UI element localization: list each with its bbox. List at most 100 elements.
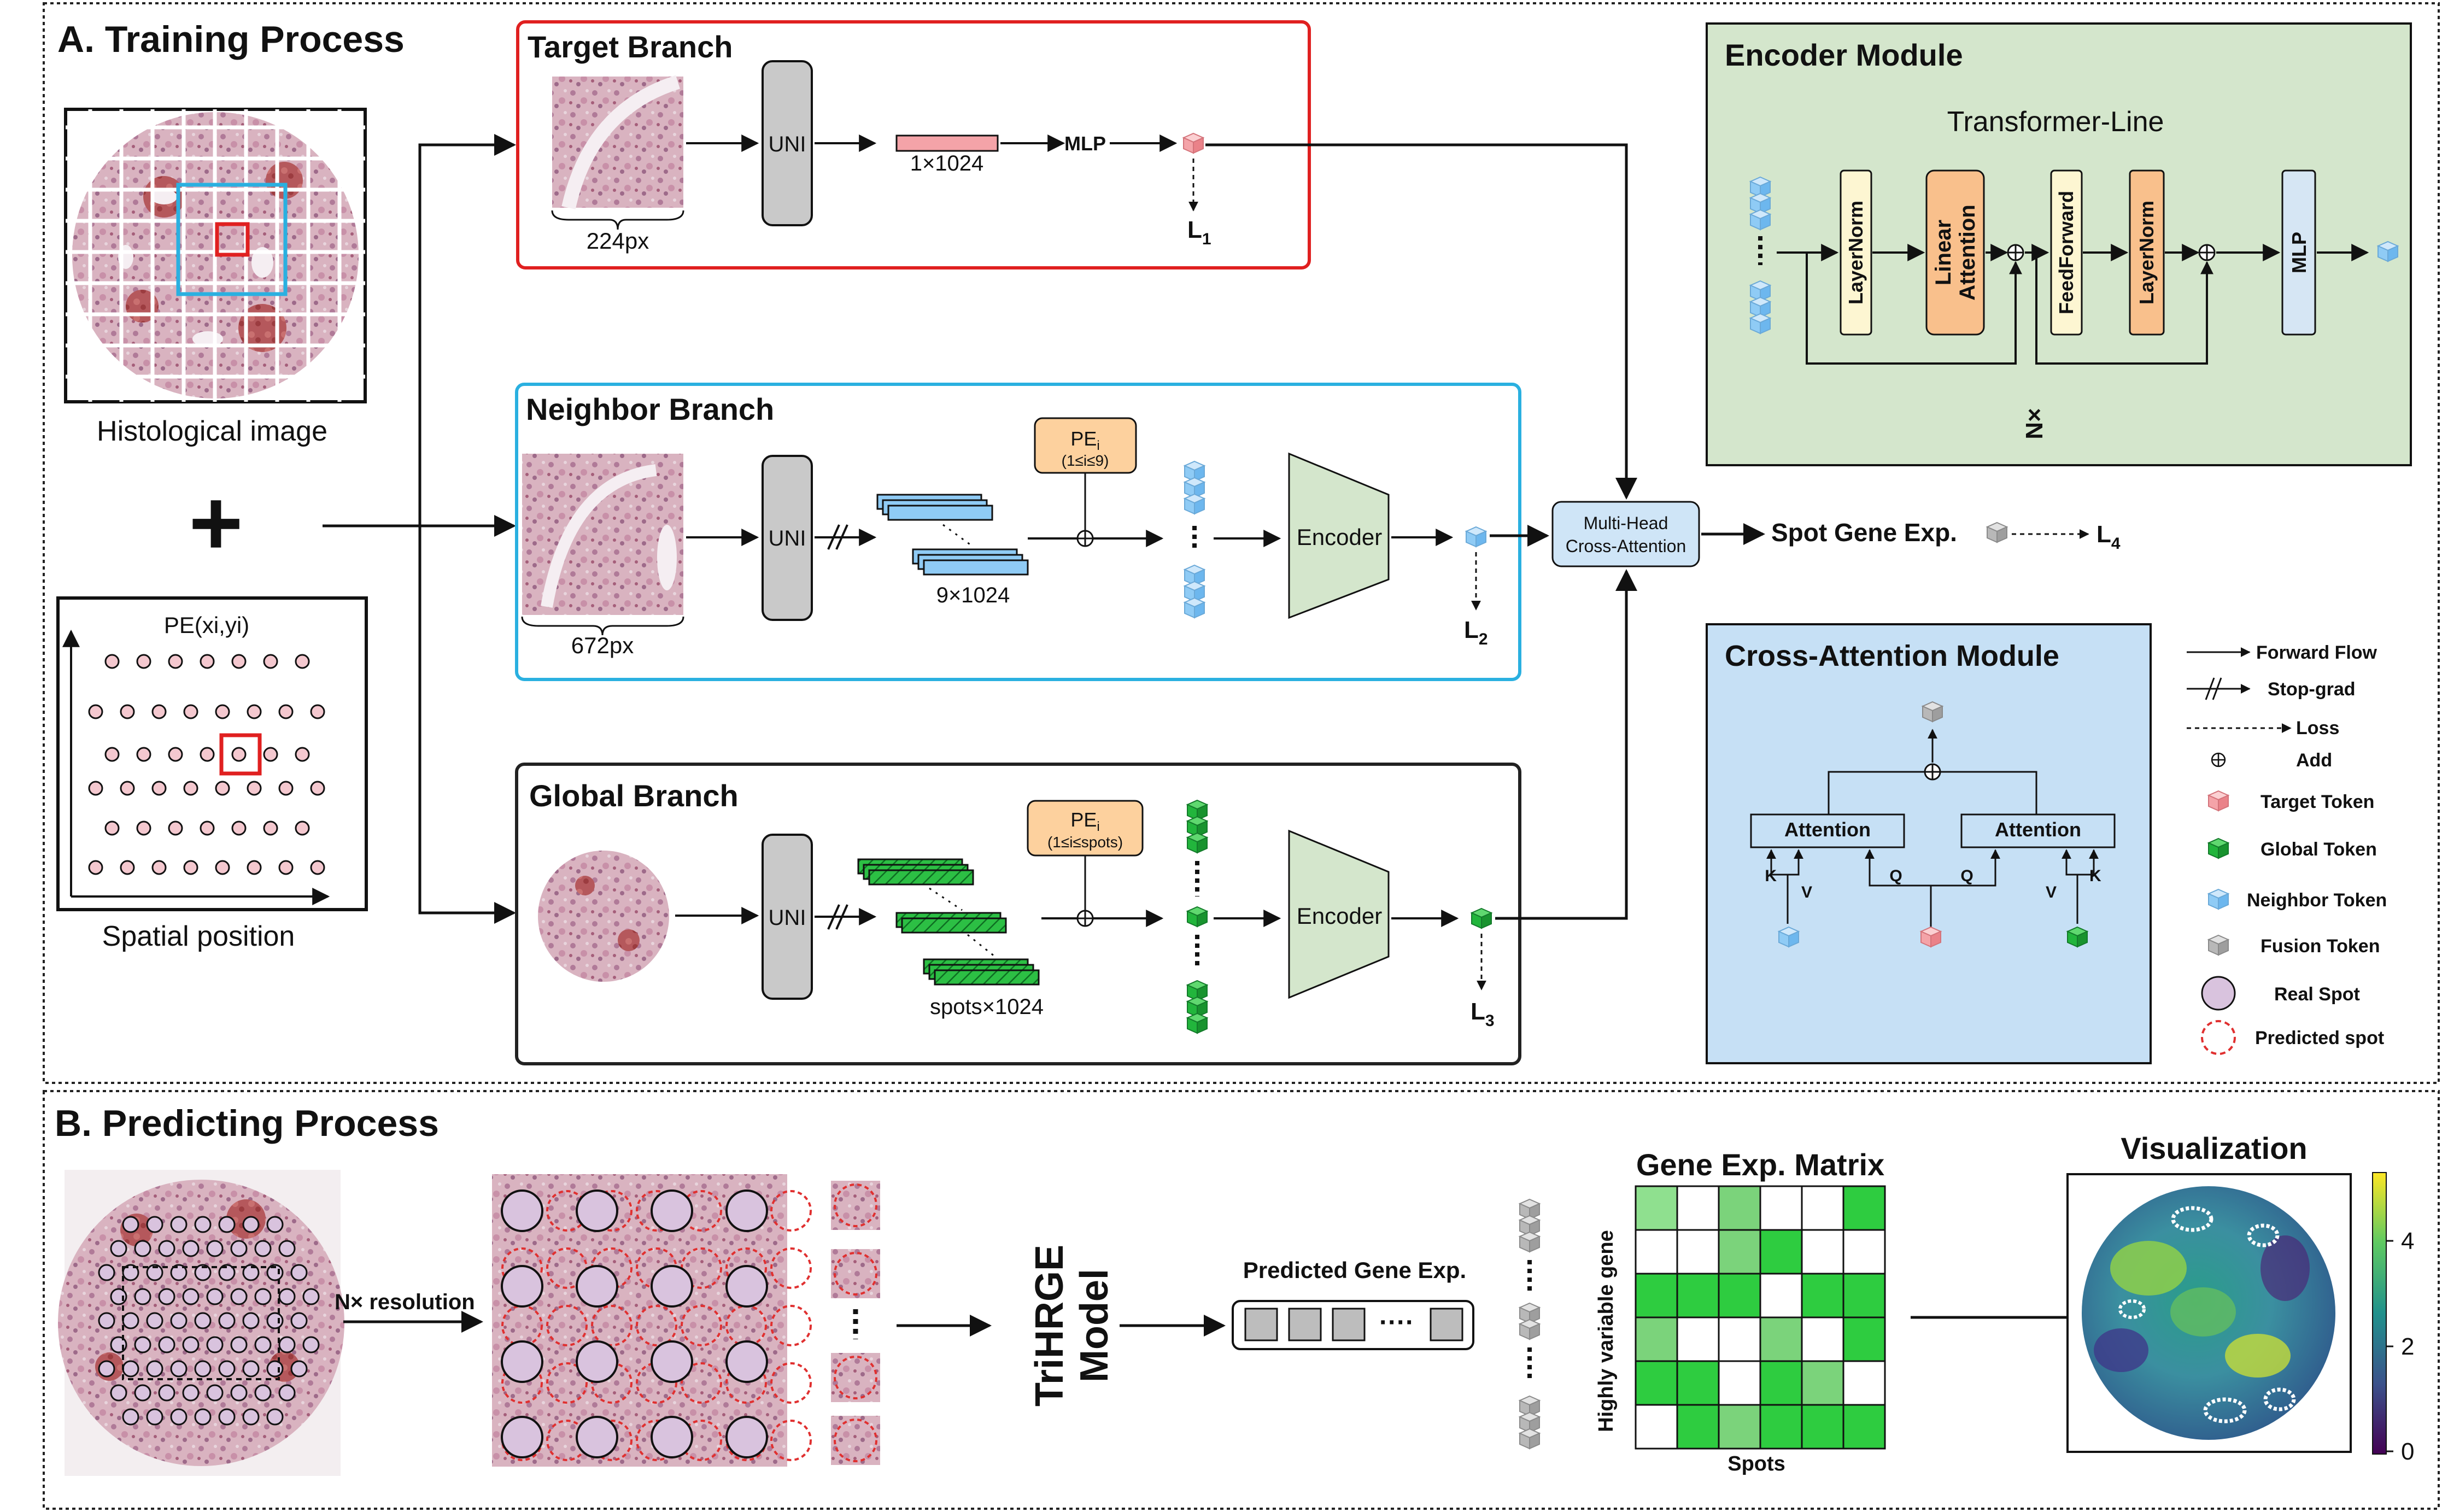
target-spot-box	[215, 222, 250, 257]
real-spot	[230, 1336, 248, 1353]
visualization-title: Visualization	[2121, 1131, 2307, 1165]
matrix-cell	[1718, 1229, 1761, 1275]
resolution-label: N× resolution	[335, 1290, 475, 1314]
spatial-spot	[120, 704, 135, 719]
cross-module-fusion-token	[1922, 701, 1943, 722]
target-branch-title: Target Branch	[528, 30, 733, 64]
encoder-residual-2	[2035, 253, 2213, 365]
real-spot	[242, 1264, 260, 1281]
encoder-feedforward-label: FeedForward	[2055, 191, 2077, 314]
spatial-spot	[200, 747, 215, 762]
neighbor-feature-stack	[876, 494, 1029, 576]
spatial-spot	[247, 704, 262, 719]
global-slide-image	[535, 847, 672, 985]
real-spot	[182, 1336, 200, 1353]
cross-module-q-right: Q	[1960, 867, 1973, 885]
legend-loss: Loss	[2296, 718, 2339, 739]
matrix-cell	[1718, 1185, 1761, 1231]
zoomed-spots	[501, 1189, 812, 1461]
matrix-cell	[1676, 1404, 1720, 1450]
spatial-spot	[151, 781, 167, 796]
real-spot	[725, 1340, 768, 1383]
real-spot	[501, 1340, 543, 1383]
matrix-cell	[1676, 1273, 1720, 1318]
real-spot	[134, 1384, 151, 1402]
encoder-linear-attention-label: LinearAttention	[1931, 204, 1980, 301]
real-spot	[290, 1264, 308, 1281]
real-spot	[194, 1312, 212, 1329]
spatial-spot	[88, 704, 103, 719]
real-spot	[158, 1288, 175, 1305]
real-spot	[134, 1240, 151, 1257]
spatial-spot	[278, 860, 294, 875]
real-spot	[725, 1416, 768, 1458]
spatial-spot	[295, 747, 310, 762]
matrix-title: Gene Exp. Matrix	[1636, 1147, 1884, 1182]
neighbor-loss-label: L2	[1464, 617, 1488, 648]
matrix-cell	[1801, 1404, 1844, 1450]
neighbor-feature-dim: 9×1024	[936, 583, 1010, 607]
encoder-add-1	[2007, 244, 2024, 261]
real-spot	[576, 1265, 618, 1308]
real-spot	[194, 1408, 212, 1426]
real-spot	[218, 1360, 236, 1378]
encoder-add-2	[2198, 244, 2216, 261]
colorbar-tick-0: 0	[2401, 1438, 2414, 1465]
real-spot	[158, 1336, 175, 1353]
spatial-spot	[183, 781, 198, 796]
spatial-spot	[231, 821, 247, 836]
spatial-spot	[278, 704, 294, 719]
encoder-layernorm-1	[1840, 169, 1872, 336]
real-spot	[576, 1416, 618, 1458]
real-spot	[290, 1360, 308, 1378]
cross-module-v-left: V	[1801, 883, 1812, 901]
real-spot	[266, 1216, 284, 1233]
real-spot	[122, 1264, 139, 1281]
cross-attention-module-title: Cross-Attention Module	[1725, 640, 2059, 672]
real-spot	[266, 1408, 284, 1426]
neighbor-pe-label: PEi	[1070, 427, 1099, 453]
real-spot	[218, 1408, 236, 1426]
real-spot	[725, 1189, 768, 1232]
encoder-layernorm-2-label: LayerNorm	[2135, 201, 2158, 304]
real-spot	[242, 1408, 260, 1426]
matrix-cell	[1718, 1404, 1761, 1450]
neighbor-pe-range: (1≤i≤9)	[1062, 452, 1109, 469]
legend-real-spot: Real Spot	[2274, 984, 2360, 1005]
spatial-spot	[215, 704, 230, 719]
predicted-spot-icon	[2201, 1020, 2236, 1055]
plus-sign: +	[189, 471, 243, 575]
real-spot	[98, 1312, 115, 1329]
neighbor-uni-block	[762, 455, 813, 621]
colorbar	[2372, 1172, 2393, 1455]
matrix-cell	[1676, 1229, 1720, 1275]
real-spot	[254, 1240, 272, 1257]
cross-module-k-right: K	[2089, 867, 2101, 885]
neighbor-add-icon	[1076, 530, 1094, 547]
spatial-spot	[295, 654, 310, 669]
matrix-xlabel: Spots	[1727, 1452, 1785, 1475]
encoder-layernorm-1-label: LayerNorm	[1844, 201, 1867, 304]
spatial-spot	[247, 781, 262, 796]
matrix-cell	[1759, 1229, 1803, 1275]
encoder-module-subtitle: Transformer-Line	[1947, 106, 2164, 138]
cross-module-v-right: V	[2046, 883, 2057, 901]
predicted-spot	[681, 1305, 722, 1346]
spatial-spot	[263, 821, 278, 836]
neighbor-encoder-label: Encoder	[1297, 524, 1382, 550]
target-token-icon	[1183, 133, 1204, 154]
green-cube-icon	[2208, 838, 2229, 859]
spatial-position-label: Spatial position	[102, 921, 295, 952]
matrix-cell	[1842, 1229, 1886, 1275]
neighbor-uni-label: UNI	[769, 526, 806, 550]
spatial-spot	[151, 704, 167, 719]
cross-attention-module-panel	[1706, 623, 2152, 1064]
matrix-cell	[1842, 1360, 1886, 1406]
global-token-stack	[1187, 800, 1208, 1034]
spatial-spot	[278, 781, 294, 796]
spatial-spot	[168, 747, 183, 762]
predicted-spot	[770, 1190, 812, 1232]
real-spot	[290, 1312, 308, 1329]
global-pe-range: (1≤i≤spots)	[1047, 834, 1123, 851]
